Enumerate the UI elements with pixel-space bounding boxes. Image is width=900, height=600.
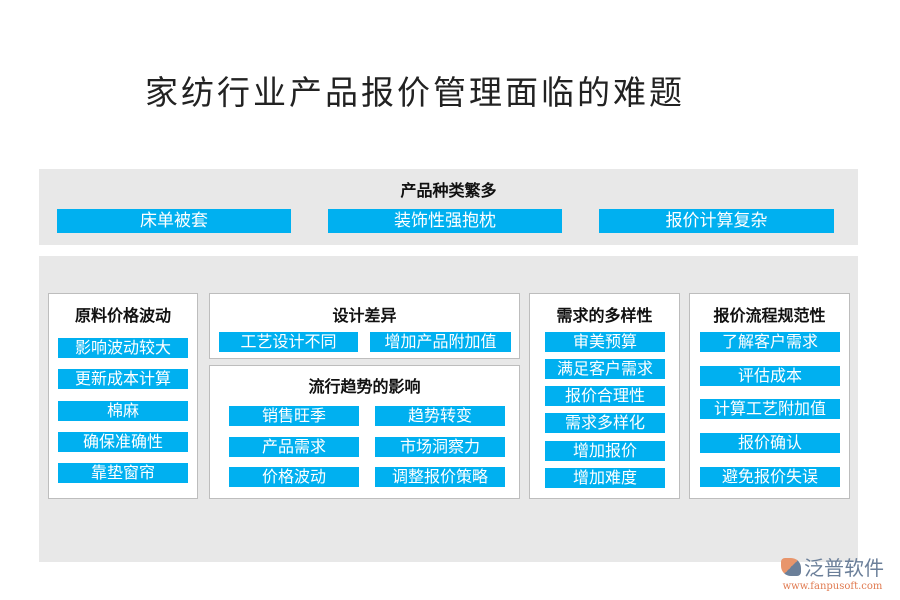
- logo-url: www.fanpusoft.com: [782, 581, 883, 592]
- box-material-price: 原料价格波动 影响波动较大 更新成本计算 棉麻 确保准确性 靠垫窗帘: [48, 293, 198, 499]
- box-item: 增加产品附加值: [370, 332, 511, 352]
- top-heading: 产品种类繁多: [400, 181, 497, 200]
- box-design-difference: 设计差异 工艺设计不同 增加产品附加值: [209, 293, 520, 359]
- box-item: 市场洞察力: [375, 437, 505, 457]
- box-item: 调整报价策略: [375, 467, 505, 487]
- box-item: 工艺设计不同: [219, 332, 358, 352]
- logo-name: 泛普软件: [804, 556, 884, 580]
- box-heading: 流行趋势的影响: [308, 377, 421, 396]
- box-heading: 设计差异: [332, 306, 397, 325]
- box-item: 价格波动: [229, 467, 359, 487]
- box-item: 报价合理性: [545, 386, 665, 406]
- box-quote-process: 报价流程规范性 了解客户需求 评估成本 计算工艺附加值 报价确认 避免报价失误: [689, 293, 850, 499]
- box-demand-diversity: 需求的多样性 审美预算 满足客户需求 报价合理性 需求多样化 增加报价 增加难度: [529, 293, 680, 499]
- box-item: 销售旺季: [229, 406, 359, 426]
- box-item: 评估成本: [700, 366, 840, 386]
- brand-logo: 泛普软件 www.fanpusoft.com: [770, 552, 895, 592]
- box-item: 了解客户需求: [700, 332, 840, 352]
- box-item: 趋势转变: [375, 406, 505, 426]
- box-item: 更新成本计算: [58, 369, 188, 389]
- top-panel: 产品种类繁多 床单被套 装饰性强抱枕 报价计算复杂: [39, 169, 858, 245]
- top-item: 报价计算复杂: [599, 209, 834, 233]
- box-heading: 需求的多样性: [556, 306, 653, 325]
- box-item: 报价确认: [700, 433, 840, 453]
- box-item: 计算工艺附加值: [700, 399, 840, 419]
- top-item: 床单被套: [57, 209, 291, 233]
- box-item: 棉麻: [58, 401, 188, 421]
- box-heading: 原料价格波动: [74, 306, 171, 325]
- box-item: 避免报价失误: [700, 467, 840, 487]
- page-title: 家纺行业产品报价管理面临的难题: [145, 73, 685, 112]
- box-heading: 报价流程规范性: [713, 306, 826, 325]
- top-item: 装饰性强抱枕: [328, 209, 562, 233]
- box-item: 满足客户需求: [545, 359, 665, 379]
- box-item: 需求多样化: [545, 413, 665, 433]
- box-trend-impact: 流行趋势的影响 销售旺季 趋势转变 产品需求 市场洞察力 价格波动 调整报价策略: [209, 365, 520, 499]
- box-item: 确保准确性: [58, 432, 188, 452]
- box-item: 影响波动较大: [58, 338, 188, 358]
- box-item: 靠垫窗帘: [58, 463, 188, 483]
- logo-icon: [781, 557, 801, 576]
- box-item: 增加报价: [545, 441, 665, 461]
- box-item: 产品需求: [229, 437, 359, 457]
- box-item: 增加难度: [545, 468, 665, 488]
- box-item: 审美预算: [545, 332, 665, 352]
